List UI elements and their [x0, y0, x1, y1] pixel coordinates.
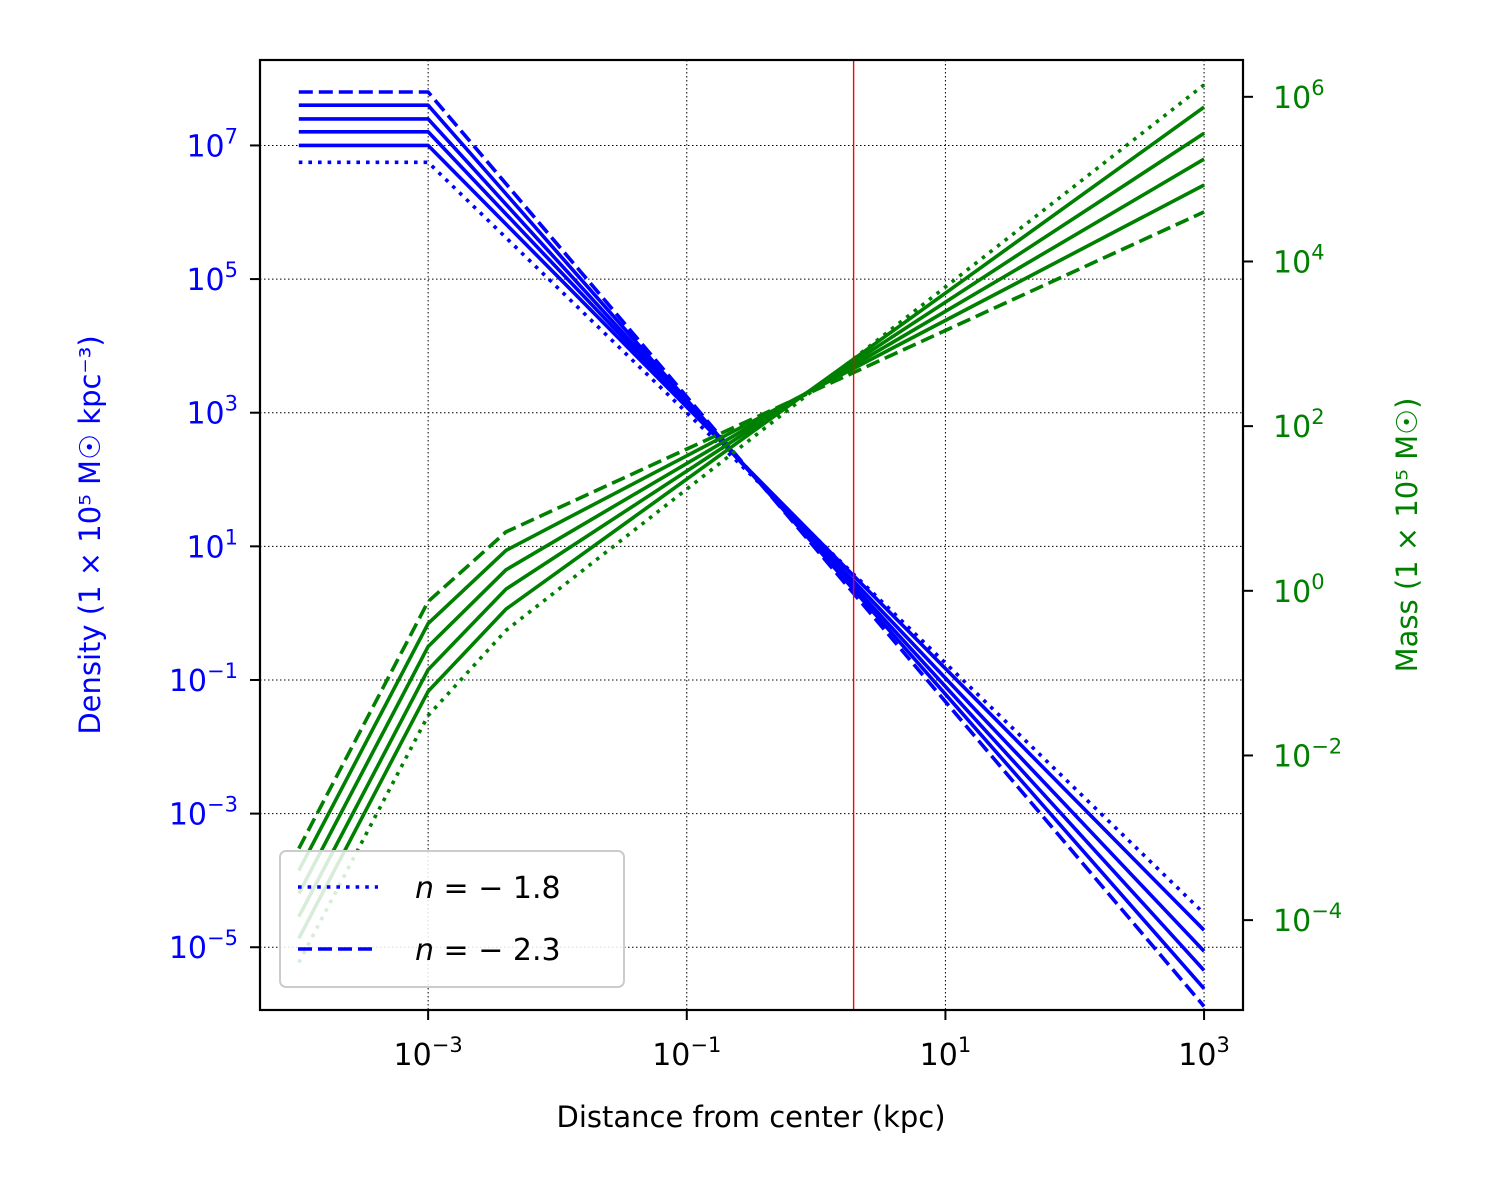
- mass-curve-solid-3: [297, 157, 1206, 895]
- y-left-tick-label: 103: [186, 392, 238, 432]
- mass-curve-solid-4: [297, 183, 1205, 872]
- y-right-tick-label: 100: [1273, 570, 1325, 610]
- density-curves: [298, 90, 1206, 1008]
- y-left-tick-label: 10−5: [169, 926, 238, 966]
- x-tick-label: 101: [920, 1033, 972, 1073]
- x-tick-label: 10−1: [652, 1033, 721, 1073]
- mass-curve-solid-2: [297, 131, 1206, 918]
- y-left-tick-label: 105: [186, 258, 238, 298]
- density-curve-solid-2: [298, 130, 1206, 953]
- mass-curve-solid-1: [297, 105, 1206, 940]
- y-left-axis-label: Density (1 × 10⁵ M☉ kpc⁻³): [73, 335, 107, 734]
- y-right-tick-label: 10−4: [1273, 899, 1342, 939]
- legend-box: [279, 850, 625, 988]
- density-curve-solid-3: [298, 117, 1206, 972]
- mass-curve-dashed-5: [297, 210, 1205, 850]
- y-right-tick-label: 102: [1273, 405, 1325, 445]
- y-left-tick-label: 101: [186, 525, 238, 565]
- y-right-tick-label: 10−2: [1273, 734, 1342, 774]
- x-tick-label: 103: [1178, 1033, 1230, 1073]
- y-left-tick-label: 107: [186, 124, 238, 164]
- density-curve-dashed-5: [298, 90, 1206, 1008]
- mass-curves: [297, 83, 1206, 964]
- legend-label-dotted: n = − 1.8: [415, 871, 561, 906]
- y-left-tick-label: 10−3: [169, 793, 238, 833]
- x-tick-label: 10−3: [394, 1033, 463, 1073]
- axis-ticks: 10−3 10−1 101 103 10−5 10−3 10−1 101 103 105 107 10…: [169, 76, 1342, 1073]
- legend: n = − 1.8 n = − 2.3: [279, 850, 625, 988]
- density-curve-solid-4: [298, 103, 1206, 990]
- y-right-tick-label: 104: [1273, 240, 1325, 280]
- density-curve-solid-1: [298, 143, 1206, 932]
- y-right-tick-label: 106: [1273, 76, 1325, 116]
- y-left-tick-label: 10−1: [169, 659, 238, 699]
- legend-label-dashed: n = − 2.3: [415, 933, 561, 968]
- plot-frame: [258, 58, 1245, 1012]
- x-axis-label: Distance from center (kpc): [556, 1100, 945, 1134]
- y-right-axis-label: Mass (1 × 10⁵ M☉): [1390, 398, 1424, 673]
